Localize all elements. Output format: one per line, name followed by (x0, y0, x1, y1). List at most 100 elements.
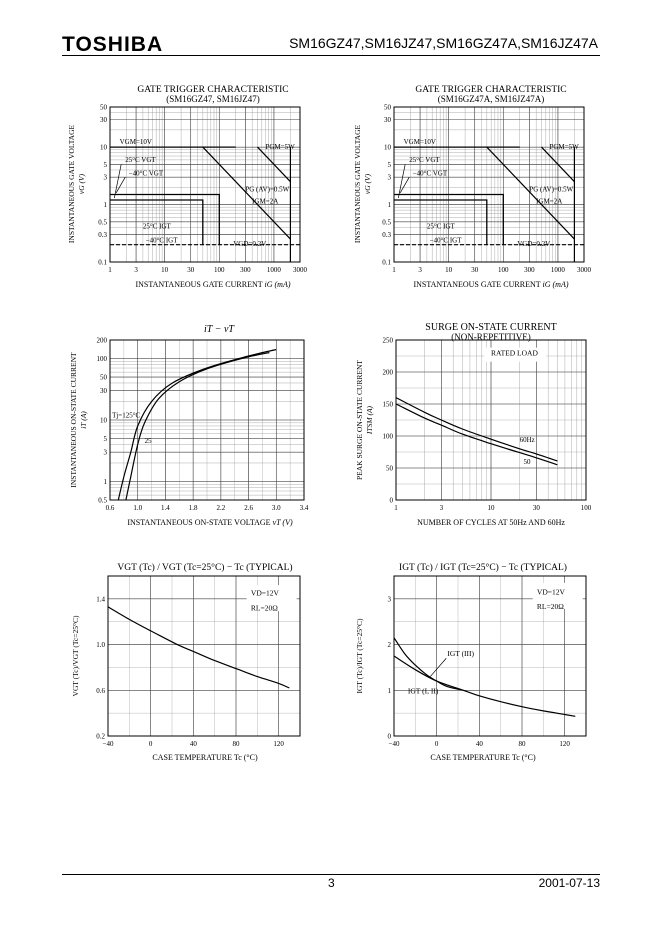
vgt-chart-svg: VGT (Tc) / VGT (Tc=25°C) − Tc (TYPICAL) … (71, 562, 301, 762)
x-axis-label: INSTANTANEOUS GATE CURRENT iG (mA) (135, 280, 290, 289)
igt-25-label: 25°C IGT (143, 223, 172, 231)
igm-label: IGM=2A (252, 197, 278, 205)
x-tick-label: 3.0 (272, 504, 281, 512)
x-tick-label: 1000 (267, 266, 282, 274)
x-tick-label: 30 (187, 266, 195, 274)
y-tick-label: 0.5 (382, 218, 391, 226)
chart-title: iT − vT (204, 324, 235, 335)
y-axis-unit: vG (V) (363, 173, 372, 194)
x-tick-label: 1.0 (133, 504, 142, 512)
x-tick-label: 300 (240, 266, 251, 274)
page-number: 3 (328, 876, 335, 890)
vgt-minus40-label: −40°C VGT (413, 170, 448, 178)
y-tick-label: 10 (100, 144, 108, 152)
y-tick-label: 0.1 (98, 259, 107, 267)
x-tick-label: 40 (190, 740, 198, 748)
x-axis-label: CASE TEMPERATURE Tc (°C) (430, 753, 536, 762)
chart-title: IGT (Tc) / IGT (Tc=25°C) − Tc (TYPICAL) (399, 562, 567, 573)
pgav-label: PG (AV)=0.5W (529, 185, 573, 193)
vgt-minus40-box (394, 193, 504, 245)
iv-curve-125c (117, 348, 277, 501)
surge-curve-50hz (395, 403, 558, 466)
vgt-25-label: 25°C VGT (125, 156, 156, 164)
plot-frame (109, 339, 305, 501)
iv-curve-25c (125, 352, 270, 501)
x-tick-label: −40 (103, 740, 114, 748)
y-tick-label: 3 (104, 449, 108, 457)
x-tick-label: 10 (445, 266, 453, 274)
legend-box (246, 585, 297, 612)
y-tick-label: 0.3 (98, 231, 107, 239)
vgm-label: VGM=10V (120, 138, 152, 146)
vgt-minus40-label: −40°C VGT (129, 170, 164, 178)
x-tick-label: 1 (392, 266, 396, 274)
surge-current-chart: SURGE ON-STATE CURRENT (NON-REPETITIVE) … (346, 318, 606, 533)
y-tick-label: 200 (383, 369, 394, 377)
chart-subtitle: (NON-REPETITIVE) (451, 332, 530, 342)
header-rule (62, 55, 600, 56)
plot-frame (107, 575, 301, 737)
pgav-label: PG (AV)=0.5W (245, 185, 289, 193)
plot-frame (395, 339, 587, 501)
arrow-line (115, 176, 126, 194)
y-tick-label: 1 (388, 201, 392, 209)
y-tick-label: 50 (386, 465, 394, 473)
x-tick-label: 30 (471, 266, 479, 274)
gate-trigger-chart-svg: GATE TRIGGER CHARACTERISTIC (SM16GZ47, S… (67, 85, 308, 289)
y-tick-label: 2 (388, 641, 392, 649)
y-tick-label: 3 (104, 174, 108, 182)
x-tick-label: 1.8 (189, 504, 198, 512)
y-axis-unit: ITSM (A) (365, 405, 374, 435)
y-tick-label: 30 (100, 387, 108, 395)
y-tick-label: 1.4 (96, 595, 105, 603)
x-tick-label: 100 (581, 504, 592, 512)
vgm-label: VGM=10V (404, 138, 436, 146)
x-tick-label: 3 (440, 504, 444, 512)
igt-curve-iii (393, 637, 464, 691)
x-tick-label: 3000 (577, 266, 592, 274)
y-tick-label: 0 (388, 733, 392, 741)
chart-title: GATE TRIGGER CHARACTERISTIC (137, 85, 288, 95)
x-tick-label: 1000 (551, 266, 566, 274)
x-tick-label: 3 (418, 266, 422, 274)
x-tick-label: 0 (149, 740, 153, 748)
x-tick-label: 2.6 (244, 504, 253, 512)
igt-curve-i-ii (393, 655, 576, 717)
y-tick-label: 1 (104, 201, 108, 209)
x-tick-label: 80 (519, 740, 527, 748)
y-tick-label: 0.1 (382, 259, 391, 267)
x-tick-label: 2.2 (216, 504, 225, 512)
y-tick-label: 0.6 (96, 687, 105, 695)
x-axis-label: INSTANTANEOUS GATE CURRENT iG (mA) (413, 280, 568, 289)
y-tick-label: 200 (97, 337, 108, 345)
y-tick-label: 1.0 (96, 641, 105, 649)
iv-chart-svg: iT − vT 0.6 1.0 1.4 1.8 2.2 2.6 3.0 3.4 0.5 1 3 5 10… (69, 324, 309, 527)
y-axis-unit: iT (A) (79, 411, 88, 429)
chart-subtitle: (SM16GZ47, SM16JZ47) (166, 94, 260, 104)
chart-title: SURGE ON-STATE CURRENT (425, 322, 556, 333)
gate-trigger-chart-svg: GATE TRIGGER CHARACTERISTIC (SM16GZ47A, … (353, 85, 592, 289)
legend-box (484, 347, 547, 362)
x-tick-label: 3.4 (300, 504, 309, 512)
vgt-temperature-chart: VGT (Tc) / VGT (Tc=25°C) − Tc (TYPICAL) … (62, 558, 322, 768)
igt-chart-svg: IGT (Tc) / IGT (Tc=25°C) − Tc (TYPICAL) … (355, 562, 587, 762)
igt-25-label: 25°C IGT (427, 223, 456, 231)
legend-box (532, 582, 583, 609)
igt-i-ii-label: IGT (I, II) (408, 686, 439, 695)
x-tick-label: 3000 (293, 266, 308, 274)
arrow-line (113, 164, 122, 199)
x-axis-label: CASE TEMPERATURE Tc (°C) (152, 753, 258, 762)
igt-iii-label: IGT (III) (447, 649, 474, 658)
y-tick-label: 5 (104, 435, 108, 443)
vgt-minus40-box (110, 193, 220, 245)
vgt-25-box (394, 199, 488, 245)
y-axis-unit: vG (V) (77, 173, 86, 194)
x-tick-label: 120 (273, 740, 284, 748)
y-tick-label: 0.5 (98, 497, 107, 505)
pgav-limit-line (486, 146, 575, 240)
y-axis-label: INSTANTANEOUS GATE VOLTAGE (67, 124, 76, 243)
igm-label: IGM=2A (536, 197, 562, 205)
y-axis-label: INSTANTANEOUS ON-STATE CURRENT (69, 352, 78, 488)
part-numbers: SM16GZ47,SM16JZ47,SM16GZ47A,SM16JZ47A (289, 35, 598, 51)
x-tick-label: 40 (476, 740, 484, 748)
